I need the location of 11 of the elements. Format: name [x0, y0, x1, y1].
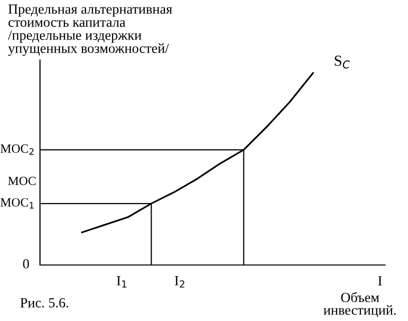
- x-axis-title: I: [378, 276, 382, 286]
- ref-line-label: MOC$_{1}$: [0, 198, 34, 209]
- text: Рис. 5.6.: [20, 298, 68, 308]
- text: 0: [23, 259, 29, 268]
- text: Объем инвестиций.: [324, 292, 396, 318]
- text: I$_{1}$: [116, 276, 126, 288]
- y-axis-title: MOC: [8, 176, 36, 186]
- text: I$_{2}$: [174, 276, 184, 288]
- ref-line-label: MOC$_{2}$: [0, 144, 34, 155]
- chart-title: Предельная альтернативная стоимость капитала /предельные издержки упущенных возможностей/: [8, 4, 172, 56]
- series-label: S$_{C}$: [334, 56, 350, 68]
